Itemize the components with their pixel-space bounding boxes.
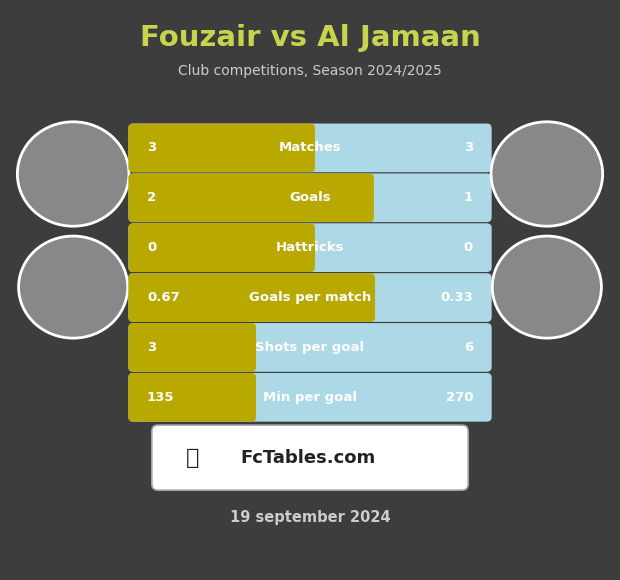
FancyBboxPatch shape	[128, 124, 492, 172]
FancyBboxPatch shape	[128, 273, 375, 322]
Bar	[294, 128, 310, 168]
Circle shape	[492, 236, 601, 338]
Text: 3: 3	[464, 142, 473, 154]
Circle shape	[19, 236, 128, 338]
Text: Club competitions, Season 2024/2025: Club competitions, Season 2024/2025	[178, 64, 442, 78]
Bar	[236, 328, 251, 367]
Text: Min per goal: Min per goal	[263, 391, 357, 404]
Bar	[355, 278, 370, 317]
Text: Goals per match: Goals per match	[249, 291, 371, 304]
Text: 19 september 2024: 19 september 2024	[229, 510, 391, 525]
Text: 1: 1	[464, 191, 473, 204]
Text: Hattricks: Hattricks	[276, 241, 344, 254]
Text: 0: 0	[147, 241, 156, 254]
Text: 135: 135	[147, 391, 174, 404]
Text: Matches: Matches	[278, 142, 342, 154]
Text: Fouzair vs Al Jamaan: Fouzair vs Al Jamaan	[140, 24, 480, 52]
Text: ⧉: ⧉	[185, 448, 199, 467]
FancyBboxPatch shape	[128, 323, 492, 372]
FancyBboxPatch shape	[128, 223, 492, 272]
Bar	[294, 228, 310, 267]
Text: 2: 2	[147, 191, 156, 204]
FancyBboxPatch shape	[128, 323, 256, 372]
Circle shape	[491, 122, 603, 226]
Text: 3: 3	[147, 142, 156, 154]
Text: 0.33: 0.33	[440, 291, 473, 304]
FancyBboxPatch shape	[128, 273, 492, 322]
FancyBboxPatch shape	[128, 173, 374, 222]
Text: 270: 270	[446, 391, 473, 404]
FancyBboxPatch shape	[128, 124, 315, 172]
Text: 6: 6	[464, 341, 473, 354]
Text: Shots per goal: Shots per goal	[255, 341, 365, 354]
Text: 0.67: 0.67	[147, 291, 180, 304]
FancyBboxPatch shape	[128, 373, 492, 422]
Circle shape	[17, 122, 129, 226]
FancyBboxPatch shape	[128, 373, 256, 422]
FancyBboxPatch shape	[128, 173, 492, 222]
FancyBboxPatch shape	[128, 223, 315, 272]
Text: FcTables.com: FcTables.com	[241, 448, 376, 467]
FancyBboxPatch shape	[152, 425, 468, 490]
Text: 0: 0	[464, 241, 473, 254]
Text: 3: 3	[147, 341, 156, 354]
Bar	[353, 178, 369, 218]
Bar	[236, 378, 251, 417]
Text: Goals: Goals	[289, 191, 331, 204]
